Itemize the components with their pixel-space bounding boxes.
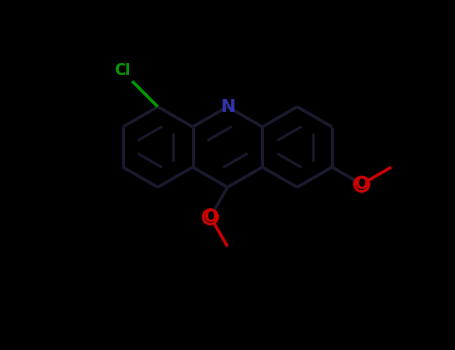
Text: Cl: Cl (114, 63, 131, 78)
Text: O: O (203, 208, 217, 226)
Circle shape (203, 210, 217, 224)
Text: N: N (220, 98, 235, 116)
Circle shape (354, 177, 369, 191)
Text: O: O (354, 175, 369, 193)
